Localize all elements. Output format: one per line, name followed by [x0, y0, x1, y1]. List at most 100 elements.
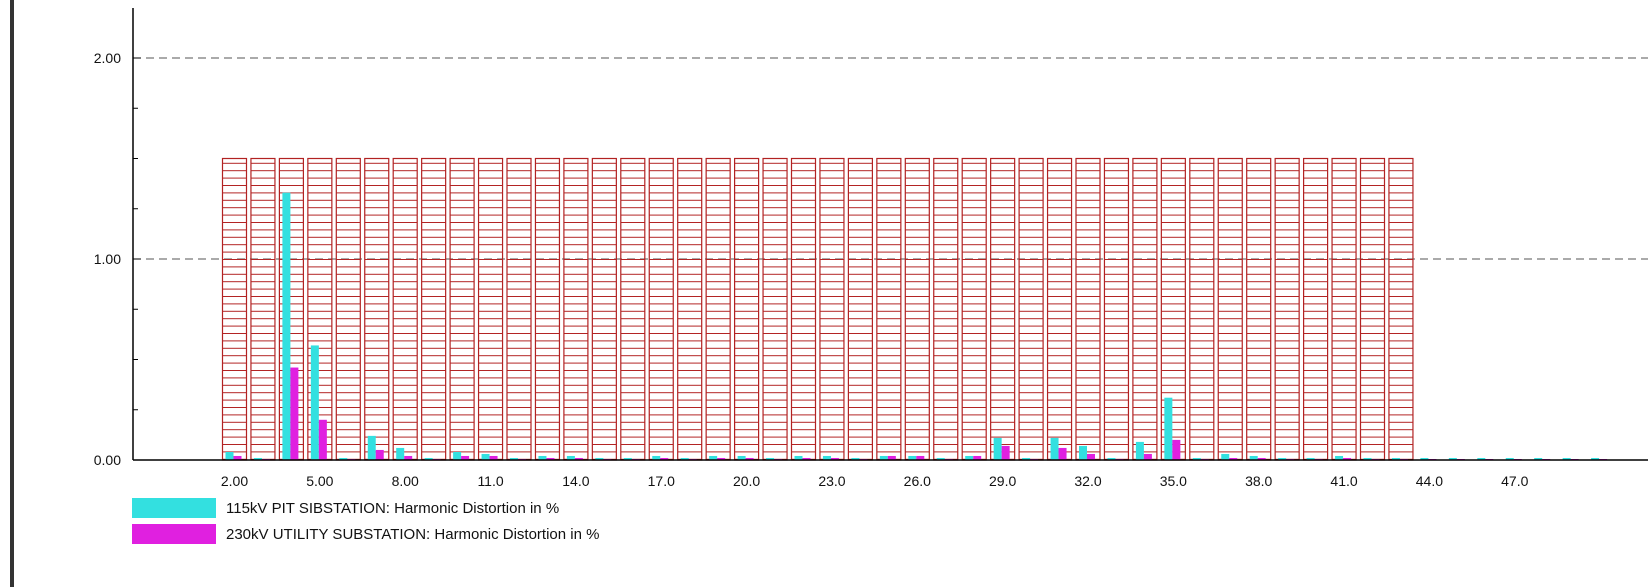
limit-bar: [477, 157, 504, 461]
bar-115kv: [965, 455, 974, 460]
bar-115kv: [936, 457, 945, 460]
bar-115kv: [1278, 457, 1287, 460]
x-tick-label: 47.0: [1501, 473, 1528, 489]
bar-115kv: [1477, 457, 1486, 460]
bar-115kv: [766, 457, 775, 460]
bar-115kv: [453, 451, 462, 460]
bar-230kv: [802, 457, 811, 460]
x-tick-label: 29.0: [989, 473, 1016, 489]
bar-115kv: [225, 451, 234, 460]
bar-230kv: [404, 455, 413, 460]
bar-115kv: [1050, 437, 1059, 460]
bar-230kv: [489, 455, 498, 460]
legend-swatch-230kv: [132, 524, 216, 544]
x-tick-label: 32.0: [1074, 473, 1101, 489]
x-tick-label: 26.0: [904, 473, 931, 489]
bar-115kv: [1505, 457, 1514, 460]
bar-115kv: [1391, 457, 1400, 460]
limit-bar: [421, 157, 447, 461]
bar-115kv: [1448, 457, 1457, 460]
bar-115kv: [1249, 455, 1258, 460]
limit-bar: [733, 157, 760, 461]
bar-115kv: [367, 435, 376, 460]
limit-bar: [677, 157, 703, 461]
bar-115kv: [538, 455, 547, 460]
bar-230kv: [375, 449, 384, 460]
limit-bar: [250, 157, 276, 461]
limit-bar: [364, 157, 390, 461]
limit-bar: [1217, 157, 1243, 461]
limit-bar: [1302, 157, 1329, 461]
limit-bar: [933, 157, 959, 461]
limit-bar: [449, 157, 475, 461]
bar-230kv: [916, 455, 925, 460]
limit-bar: [1274, 157, 1300, 461]
x-tick-label: 38.0: [1245, 473, 1272, 489]
legend-label-230kv: 230kV UTILITY SUBSTATION: Harmonic Disto…: [226, 525, 600, 543]
limit-bar: [819, 157, 845, 461]
bar-115kv: [481, 453, 490, 460]
bar-115kv: [510, 457, 518, 460]
bar-115kv: [737, 455, 746, 460]
bar-115kv: [1107, 457, 1116, 460]
bar-230kv: [461, 455, 470, 460]
legend-item: 115kV PIT SIBSTATION: Harmonic Distortio…: [132, 498, 599, 518]
limit-bar: [563, 157, 589, 461]
legend-label-115kv: 115kV PIT SIBSTATION: Harmonic Distortio…: [226, 499, 560, 517]
bar-230kv: [1172, 439, 1181, 460]
limit-bar: [762, 157, 788, 461]
bar-230kv: [1001, 445, 1010, 460]
axes: [10, 0, 1648, 587]
x-tick-label: 14.0: [562, 473, 589, 489]
limit-bar: [1046, 157, 1073, 461]
bar-230kv: [574, 457, 583, 460]
x-tick-label: 17.0: [648, 473, 675, 489]
bar-230kv: [717, 457, 726, 460]
x-tick-label: 23.0: [818, 473, 845, 489]
limit-bar: [1075, 157, 1101, 461]
x-tick-label: 44.0: [1416, 473, 1443, 489]
limit-bar: [221, 157, 248, 461]
bar-230kv: [1343, 457, 1352, 460]
y-tick-label: 2.00: [94, 50, 121, 66]
limit-bar: [790, 157, 817, 461]
limit-bar: [1103, 157, 1130, 461]
bar-115kv: [1192, 457, 1201, 460]
limit-bar: [620, 157, 646, 461]
bar-115kv: [1591, 457, 1600, 460]
bar-230kv: [1143, 453, 1152, 460]
x-tick-label: 5.00: [306, 473, 333, 489]
bar-230kv: [290, 367, 299, 460]
x-tick-label: 20.0: [733, 473, 760, 489]
limit-bar: [847, 157, 874, 461]
bar-115kv: [424, 457, 433, 460]
bar-115kv: [993, 437, 1002, 460]
limit-bar: [705, 157, 731, 461]
bar-115kv: [1079, 445, 1087, 460]
legend: 115kV PIT SIBSTATION: Harmonic Distortio…: [132, 498, 599, 550]
bar-115kv: [282, 192, 291, 461]
bar-230kv: [745, 457, 754, 460]
bar-115kv: [851, 457, 860, 460]
bar-115kv: [652, 455, 661, 460]
bar-115kv: [908, 455, 917, 460]
tick-labels: 0.00 1.00 2.00 2.00 5.00 8.00 11.0 14.0 17.0 20.0…: [94, 50, 1529, 489]
limit-bar: [876, 157, 902, 461]
limit-bar: [990, 157, 1016, 461]
bar-115kv: [595, 457, 604, 460]
bar-115kv: [822, 455, 831, 460]
bar-230kv: [1229, 457, 1238, 460]
bar-115kv: [566, 455, 575, 460]
limit-bar: [1189, 157, 1215, 461]
bar-115kv: [623, 457, 632, 460]
limit-bar: [335, 157, 361, 461]
bar-115kv: [1534, 457, 1543, 460]
legend-swatch-115kv: [132, 498, 216, 518]
x-tick-label: 11.0: [477, 473, 503, 489]
x-tick-label: 41.0: [1330, 473, 1357, 489]
limit-bar: [648, 157, 674, 461]
bar-115kv: [1335, 455, 1344, 460]
bar-115kv: [709, 455, 718, 460]
bar-230kv: [830, 457, 839, 460]
x-tick-label: 2.00: [221, 473, 248, 489]
